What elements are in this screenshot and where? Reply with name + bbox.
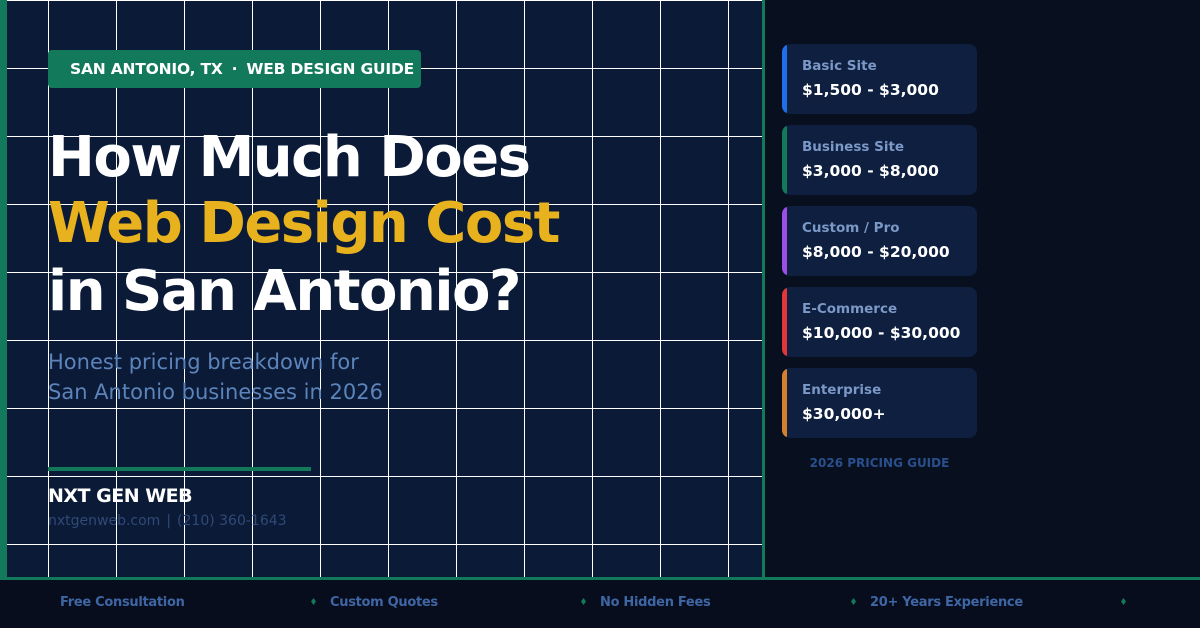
tier-card-business: Business Site $3,000 - $8,000 bbox=[782, 125, 977, 195]
hero-panel: SAN ANTONIO, TX · WEB DESIGN GUIDE How M… bbox=[0, 0, 762, 578]
phone: (210) 360-1643 bbox=[177, 513, 287, 529]
tier-price: $3,000 - $8,000 bbox=[802, 162, 939, 180]
vertical-divider bbox=[762, 0, 765, 580]
grid-line bbox=[592, 0, 593, 578]
headline-line-1: How Much Does bbox=[48, 125, 531, 190]
horizontal-divider bbox=[0, 577, 1200, 580]
badge-topic: WEB DESIGN GUIDE bbox=[246, 60, 415, 78]
grid-line bbox=[0, 0, 762, 1]
tier-accent bbox=[782, 44, 787, 114]
grid-line bbox=[252, 0, 253, 578]
grid-line bbox=[388, 0, 389, 578]
grid-line bbox=[320, 0, 321, 578]
grid-line bbox=[116, 0, 117, 578]
subtitle-line-2: San Antonio businesses in 2026 bbox=[48, 380, 383, 404]
footer-item: Free Consultation bbox=[60, 595, 185, 610]
contact-info: nxtgenweb.com | (210) 360-1643 bbox=[48, 513, 287, 529]
tier-name: Business Site bbox=[802, 139, 905, 155]
tier-price: $30,000+ bbox=[802, 405, 886, 423]
tier-card-basic: Basic Site $1,500 - $3,000 bbox=[782, 44, 977, 114]
tier-price: $8,000 - $20,000 bbox=[802, 243, 950, 261]
pricing-guide-label: 2026 PRICING GUIDE bbox=[809, 456, 950, 470]
grid-line bbox=[0, 408, 762, 409]
grid-line bbox=[48, 0, 49, 578]
footer-bar: Free Consultation Custom Quotes No Hidde… bbox=[0, 580, 1200, 628]
grid-line bbox=[660, 0, 661, 578]
grid-line bbox=[184, 0, 185, 578]
grid-line bbox=[0, 272, 762, 273]
tier-card-custom: Custom / Pro $8,000 - $20,000 bbox=[782, 206, 977, 276]
divider-bar bbox=[48, 467, 311, 471]
accent-stripe bbox=[0, 0, 7, 578]
subtitle-line-1: Honest pricing breakdown for bbox=[48, 350, 359, 374]
website: nxtgenweb.com bbox=[48, 513, 161, 529]
tier-name: Enterprise bbox=[802, 382, 882, 398]
tier-name: Basic Site bbox=[802, 58, 877, 74]
contact-separator: | bbox=[166, 513, 172, 529]
badge-location: SAN ANTONIO, TX bbox=[70, 60, 223, 78]
tier-accent bbox=[782, 206, 787, 276]
headline-line-3: in San Antonio? bbox=[48, 259, 522, 324]
grid-line bbox=[0, 340, 762, 341]
location-badge: SAN ANTONIO, TX · WEB DESIGN GUIDE bbox=[48, 50, 421, 88]
brand-name: NXT GEN WEB bbox=[48, 485, 193, 507]
tier-name: Custom / Pro bbox=[802, 220, 900, 236]
footer-item: 20+ Years Experience bbox=[870, 595, 1023, 610]
diamond-icon bbox=[581, 598, 586, 605]
badge-separator: · bbox=[231, 60, 238, 78]
grid-line bbox=[0, 136, 762, 137]
tier-card-enterprise: Enterprise $30,000+ bbox=[782, 368, 977, 438]
grid-line bbox=[524, 0, 525, 578]
footer-item: No Hidden Fees bbox=[600, 595, 711, 610]
diamond-icon bbox=[1121, 598, 1126, 605]
grid-line bbox=[0, 204, 762, 205]
tier-accent bbox=[782, 287, 787, 357]
tier-price: $10,000 - $30,000 bbox=[802, 324, 961, 342]
footer-item: Custom Quotes bbox=[330, 595, 438, 610]
grid-line bbox=[0, 544, 762, 545]
grid-line bbox=[0, 476, 762, 477]
diamond-icon bbox=[851, 598, 856, 605]
tier-accent bbox=[782, 125, 787, 195]
grid-line bbox=[728, 0, 729, 578]
headline-line-2: Web Design Cost bbox=[48, 191, 560, 256]
tier-accent bbox=[782, 368, 787, 438]
tier-name: E-Commerce bbox=[802, 301, 898, 317]
grid-line bbox=[456, 0, 457, 578]
diamond-icon bbox=[311, 598, 316, 605]
tier-card-ecommerce: E-Commerce $10,000 - $30,000 bbox=[782, 287, 977, 357]
tier-price: $1,500 - $3,000 bbox=[802, 81, 939, 99]
